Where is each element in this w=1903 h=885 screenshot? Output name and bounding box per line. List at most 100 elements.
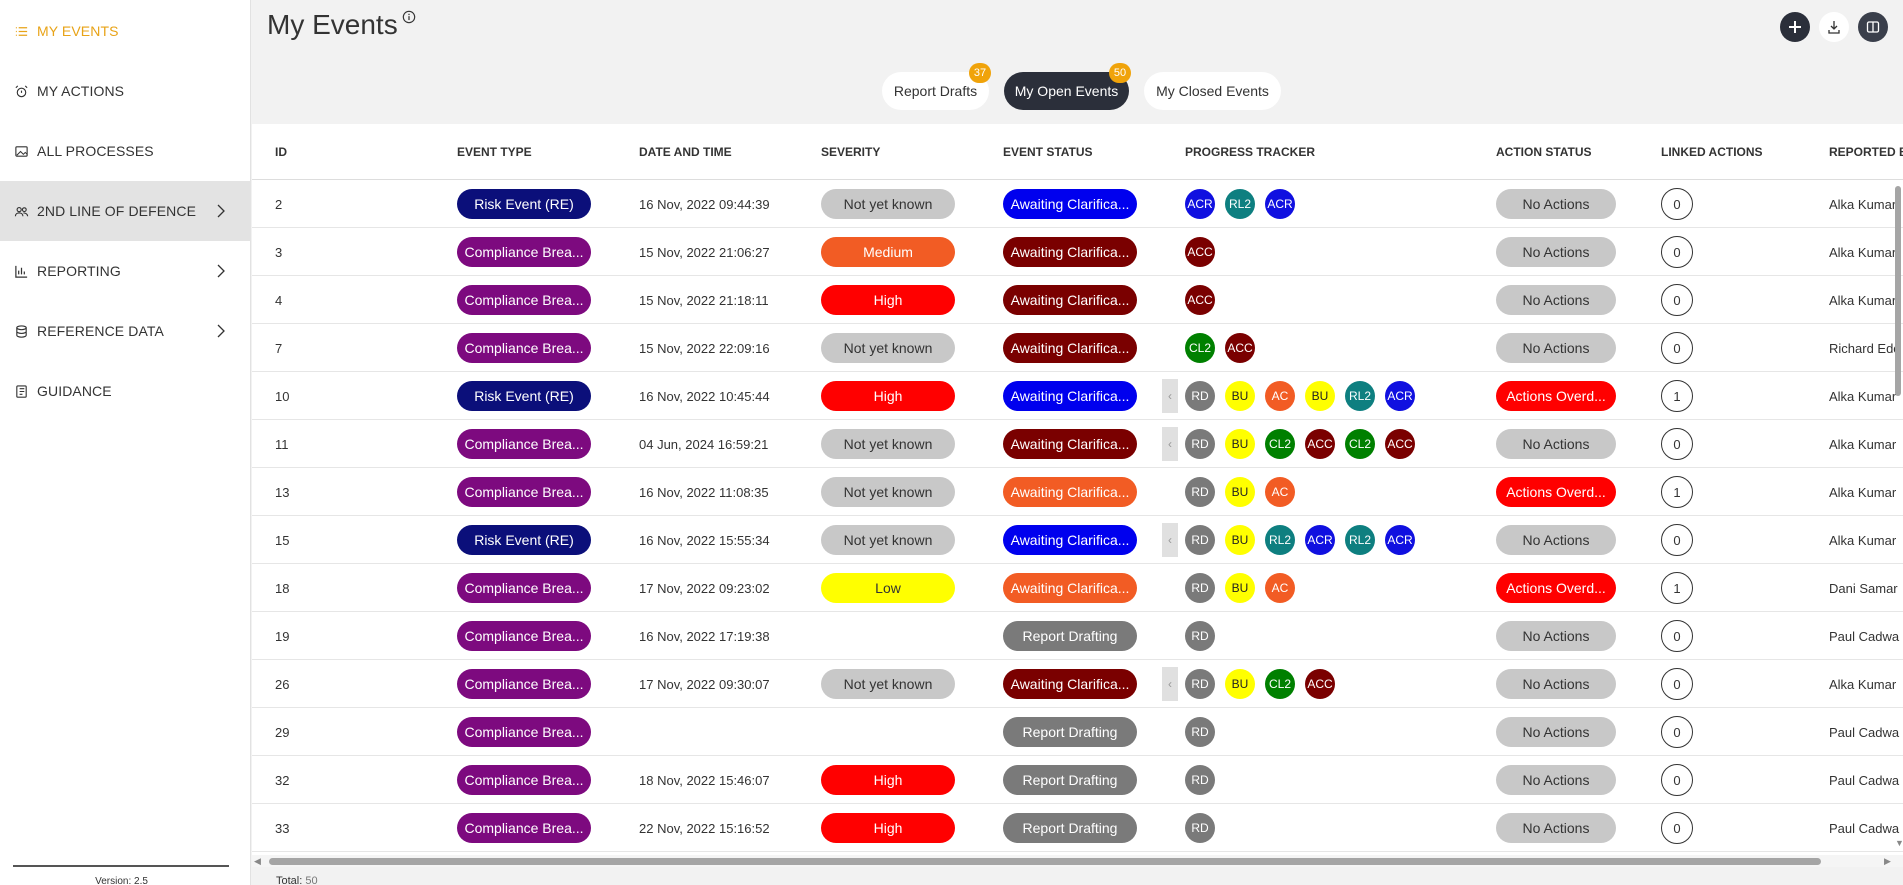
tracker-step[interactable]: RD	[1185, 429, 1215, 459]
sidebar-item-reporting[interactable]: REPORTING	[0, 241, 251, 301]
tracker-step[interactable]: ACR	[1185, 189, 1215, 219]
column-header-event-type[interactable]: EVENT TYPE	[457, 145, 532, 159]
scroll-left-icon[interactable]: ◀	[254, 856, 261, 866]
tracker-step[interactable]: ACR	[1265, 189, 1295, 219]
tracker-step[interactable]: CL2	[1265, 429, 1295, 459]
tracker-step[interactable]: ACR	[1385, 381, 1415, 411]
table-row[interactable]: 33 Compliance Brea... 22 Nov, 2022 15:16:5…	[252, 804, 1903, 852]
tracker-step[interactable]: RL2	[1345, 381, 1375, 411]
column-header-action-status[interactable]: ACTION STATUS	[1496, 145, 1592, 159]
linked-actions-count[interactable]: 0	[1661, 620, 1693, 652]
tracker-step[interactable]: RL2	[1265, 525, 1295, 555]
tracker-step[interactable]: BU	[1225, 669, 1255, 699]
table-row[interactable]: 7 Compliance Brea... 15 Nov, 2022 22:09:16…	[252, 324, 1903, 372]
info-icon[interactable]	[402, 10, 416, 24]
scroll-down-icon[interactable]: ▼	[1895, 838, 1903, 848]
table-row[interactable]: 29 Compliance Brea... Report Drafting RD No …	[252, 708, 1903, 756]
vertical-scrollbar-thumb[interactable]	[1895, 186, 1901, 396]
column-header-progress-tracker[interactable]: PROGRESS TRACKER	[1185, 145, 1316, 159]
tracker-step[interactable]: ACC	[1185, 285, 1215, 315]
sidebar-item-all-processes[interactable]: ALL PROCESSES	[0, 121, 251, 181]
table-row[interactable]: 19 Compliance Brea... 16 Nov, 2022 17:19:3…	[252, 612, 1903, 660]
sidebar-item-2nd-line-of-defence[interactable]: 2ND LINE OF DEFENCE	[0, 181, 251, 241]
add-event-button[interactable]	[1780, 12, 1810, 42]
export-button[interactable]	[1819, 12, 1849, 42]
linked-actions-count[interactable]: 0	[1661, 428, 1693, 460]
linked-actions-count[interactable]: 0	[1661, 668, 1693, 700]
tracker-step[interactable]: ACR	[1305, 525, 1335, 555]
table-row[interactable]: 18 Compliance Brea... 17 Nov, 2022 09:23:0…	[252, 564, 1903, 612]
tracker-step[interactable]: BU	[1225, 429, 1255, 459]
linked-actions-count[interactable]: 0	[1661, 764, 1693, 796]
table-row[interactable]: 26 Compliance Brea... 17 Nov, 2022 09:30:0…	[252, 660, 1903, 708]
tracker-step[interactable]: ACC	[1305, 429, 1335, 459]
linked-actions-count[interactable]: 1	[1661, 380, 1693, 412]
tracker-step[interactable]: BU	[1225, 525, 1255, 555]
tracker-scroll-left-icon[interactable]: ‹	[1162, 523, 1178, 557]
tracker-step[interactable]: CL2	[1345, 429, 1375, 459]
sidebar-item-guidance[interactable]: GUIDANCE	[0, 361, 251, 421]
tracker-step[interactable]: ACR	[1385, 525, 1415, 555]
column-header-reported-by[interactable]: REPORTED BY	[1829, 145, 1903, 159]
linked-actions-count[interactable]: 0	[1661, 524, 1693, 556]
tracker-step[interactable]: CL2	[1265, 669, 1295, 699]
linked-actions-count[interactable]: 1	[1661, 572, 1693, 604]
tracker-step[interactable]: AC	[1265, 477, 1295, 507]
tracker-scroll-left-icon[interactable]: ‹	[1162, 379, 1178, 413]
column-header-severity[interactable]: SEVERITY	[821, 145, 881, 159]
column-header-id[interactable]: ID	[275, 145, 287, 159]
table-row[interactable]: 13 Compliance Brea... 16 Nov, 2022 11:08:3…	[252, 468, 1903, 516]
tracker-step[interactable]: ACC	[1185, 237, 1215, 267]
tab-report-drafts[interactable]: Report Drafts 37	[882, 63, 991, 110]
layout-toggle-button[interactable]	[1858, 12, 1888, 42]
sidebar-item-my-events[interactable]: MY EVENTS	[0, 1, 251, 61]
table-row[interactable]: 2 Risk Event (RE) 16 Nov, 2022 09:44:39 Not…	[252, 180, 1903, 228]
tracker-step[interactable]: RD	[1185, 669, 1215, 699]
column-header-linked-actions[interactable]: LINKED ACTIONS	[1661, 145, 1763, 159]
table-row[interactable]: 10 Risk Event (RE) 16 Nov, 2022 10:45:44 Hi…	[252, 372, 1903, 420]
tracker-step[interactable]: ACC	[1385, 429, 1415, 459]
table-row[interactable]: 3 Compliance Brea... 15 Nov, 2022 21:06:27…	[252, 228, 1903, 276]
table-row[interactable]: 32 Compliance Brea... 18 Nov, 2022 15:46:0…	[252, 756, 1903, 804]
tracker-step[interactable]: BU	[1225, 573, 1255, 603]
column-header-event-status[interactable]: EVENT STATUS	[1003, 145, 1093, 159]
tracker-step[interactable]: RD	[1185, 813, 1215, 843]
tracker-step[interactable]: CL2	[1185, 333, 1215, 363]
sidebar-item-my-actions[interactable]: MY ACTIONS	[0, 61, 251, 121]
tracker-step[interactable]: RD	[1185, 717, 1215, 747]
linked-actions-count[interactable]: 1	[1661, 476, 1693, 508]
table-row[interactable]: 11 Compliance Brea... 04 Jun, 2024 16:59:2…	[252, 420, 1903, 468]
tracker-step[interactable]: BU	[1225, 381, 1255, 411]
tracker-step[interactable]: RD	[1185, 573, 1215, 603]
column-header-date-time[interactable]: DATE AND TIME	[639, 145, 732, 159]
linked-actions-count[interactable]: 0	[1661, 284, 1693, 316]
tab-my-closed-events[interactable]: My Closed Events	[1144, 72, 1281, 110]
tracker-scroll-left-icon[interactable]: ‹	[1162, 667, 1178, 701]
tracker-step[interactable]: RD	[1185, 621, 1215, 651]
linked-actions-count[interactable]: 0	[1661, 716, 1693, 748]
linked-actions-count[interactable]: 0	[1661, 332, 1693, 364]
tracker-step[interactable]: RL2	[1345, 525, 1375, 555]
tracker-step[interactable]: RL2	[1225, 189, 1255, 219]
scroll-right-icon[interactable]: ▶	[1884, 856, 1891, 866]
tracker-step[interactable]: RD	[1185, 381, 1215, 411]
linked-actions-count[interactable]: 0	[1661, 812, 1693, 844]
table-row[interactable]: 15 Risk Event (RE) 16 Nov, 2022 15:55:34 No…	[252, 516, 1903, 564]
action-status-badge: No Actions	[1496, 333, 1616, 363]
linked-actions-count[interactable]: 0	[1661, 188, 1693, 220]
sidebar-item-reference-data[interactable]: REFERENCE DATA	[0, 301, 251, 361]
tracker-step[interactable]: AC	[1265, 381, 1295, 411]
tracker-step[interactable]: BU	[1225, 477, 1255, 507]
table-row[interactable]: 4 Compliance Brea... 15 Nov, 2022 21:18:11…	[252, 276, 1903, 324]
tab-my-open-events[interactable]: My Open Events 50	[1004, 63, 1131, 110]
linked-actions-count[interactable]: 0	[1661, 236, 1693, 268]
tracker-step[interactable]: BU	[1305, 381, 1335, 411]
tracker-step[interactable]: RD	[1185, 765, 1215, 795]
tracker-step[interactable]: ACC	[1305, 669, 1335, 699]
horizontal-scrollbar-thumb[interactable]	[269, 858, 1821, 865]
tracker-step[interactable]: AC	[1265, 573, 1295, 603]
tracker-step[interactable]: RD	[1185, 477, 1215, 507]
tracker-step[interactable]: RD	[1185, 525, 1215, 555]
tracker-scroll-left-icon[interactable]: ‹	[1162, 427, 1178, 461]
tracker-step[interactable]: ACC	[1225, 333, 1255, 363]
